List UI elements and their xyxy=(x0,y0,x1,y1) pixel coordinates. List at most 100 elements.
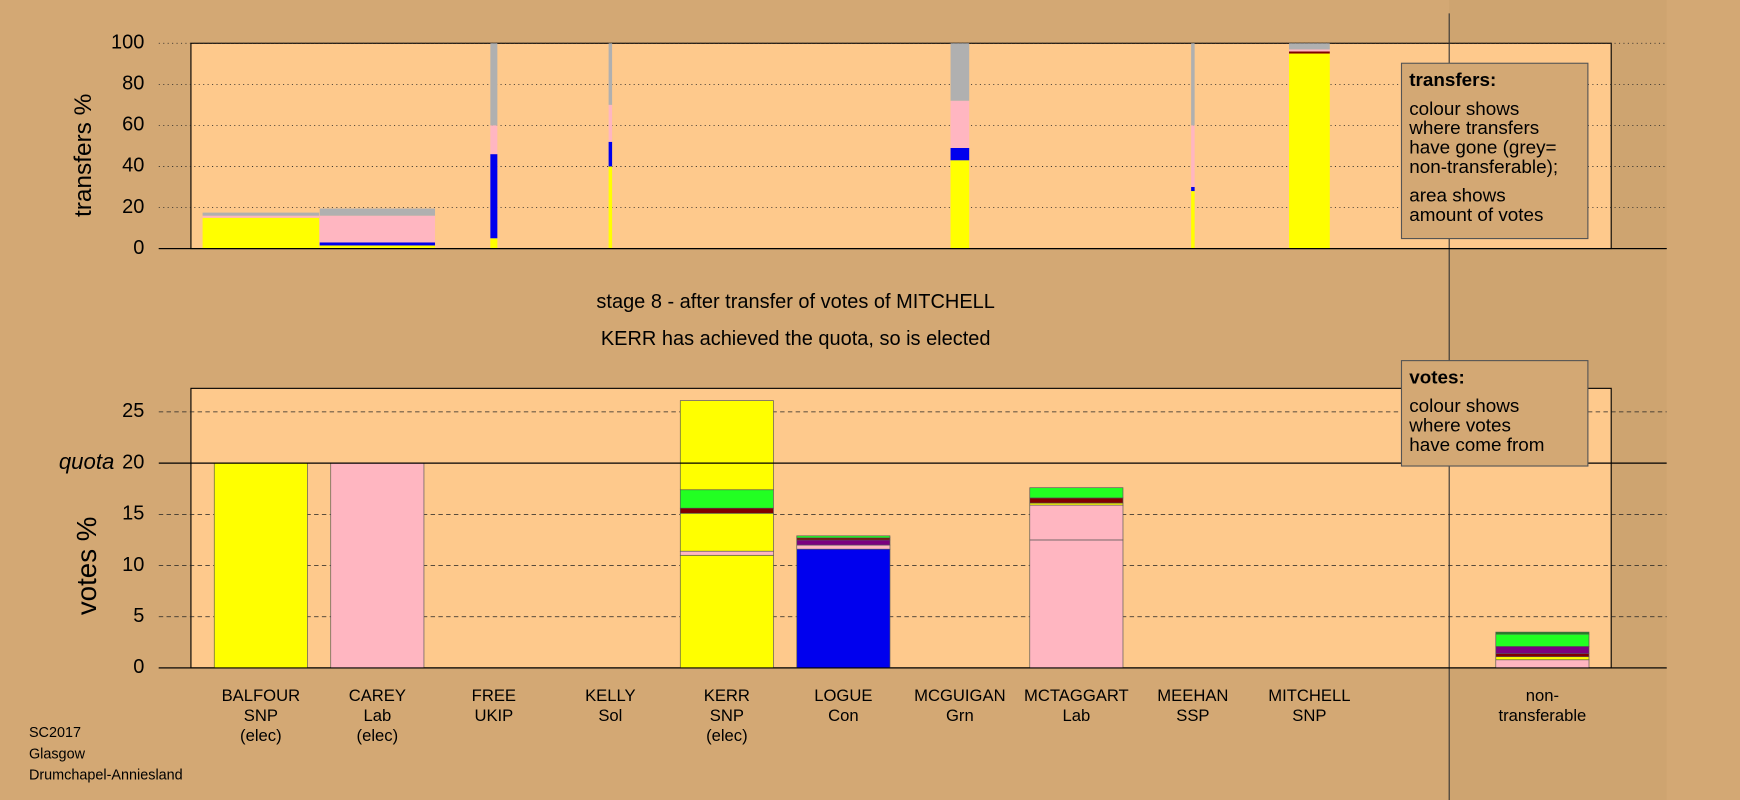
x-tick-label: UKIP xyxy=(474,706,513,725)
bar-segment xyxy=(1191,125,1195,187)
bar-segment xyxy=(213,462,308,669)
y-tick-label: 20 xyxy=(122,196,144,218)
bar-segment xyxy=(679,400,774,491)
bar-segment xyxy=(1495,646,1590,654)
bar-segment xyxy=(319,245,436,249)
x-tick-label: MITCHELL xyxy=(1268,686,1350,705)
bar-segment xyxy=(796,544,891,550)
note-text: colour shows xyxy=(1409,98,1519,119)
x-tick-label: (elec) xyxy=(240,726,282,745)
bar-segment xyxy=(1289,43,1330,50)
stage-subtitle: KERR has achieved the quota, so is elect… xyxy=(601,328,991,350)
x-tick-label: Lab xyxy=(363,706,391,725)
y-tick-label: 5 xyxy=(133,605,144,627)
bar-segment xyxy=(679,489,774,509)
note-text: where votes xyxy=(1408,415,1511,436)
bar-segment xyxy=(202,215,320,218)
footer-line: Drumchapel-Anniesland xyxy=(29,767,183,783)
x-tick-label: MCGUIGAN xyxy=(914,686,1005,705)
bar-segment xyxy=(1495,633,1590,647)
bar-segment xyxy=(1495,656,1590,661)
stage-title: stage 8 - after transfer of votes of MIT… xyxy=(596,291,994,313)
y-axis-label: transfers % xyxy=(70,94,97,217)
bar-segment xyxy=(330,462,425,669)
bar-segment xyxy=(1029,487,1124,499)
bar-segment xyxy=(1289,53,1330,249)
x-tick-label: MEEHAN xyxy=(1157,686,1228,705)
bar-segment xyxy=(1289,49,1330,52)
note-title: transfers: xyxy=(1409,69,1496,90)
bar-segment xyxy=(608,166,613,249)
bar-segment xyxy=(608,141,613,167)
bar-segment xyxy=(796,535,891,539)
note-text: where transfers xyxy=(1408,117,1539,138)
bar-segment xyxy=(202,217,320,249)
x-tick-label: BALFOUR xyxy=(222,686,301,705)
bar-segment xyxy=(796,548,891,669)
note-text: have come from xyxy=(1409,434,1544,455)
x-tick-label: Sol xyxy=(598,706,622,725)
bar-segment xyxy=(1495,659,1590,669)
bar-segment xyxy=(490,43,498,126)
bar-segment xyxy=(950,160,970,249)
bar-segment xyxy=(1495,653,1590,658)
bar-segment xyxy=(679,507,774,514)
quota-label: quota xyxy=(59,449,115,474)
x-tick-label: SNP xyxy=(1292,706,1326,725)
y-tick-label: 60 xyxy=(122,114,144,136)
bar-segment xyxy=(950,43,970,101)
y-tick-label: 25 xyxy=(122,400,144,422)
x-tick-label: transferable xyxy=(1499,706,1587,725)
note-box xyxy=(1400,360,1589,467)
y-tick-label: 0 xyxy=(133,656,144,678)
x-tick-label: (elec) xyxy=(357,726,399,745)
note-text: area shows xyxy=(1409,184,1505,205)
bottom-plot-area xyxy=(190,387,1612,669)
bar-segment xyxy=(1191,191,1195,249)
bar-segment xyxy=(490,154,498,239)
x-tick-label: (elec) xyxy=(706,726,748,745)
bar-segment xyxy=(950,147,970,161)
bar-segment xyxy=(1289,51,1330,54)
bar-segment xyxy=(490,238,498,249)
bar-segment xyxy=(608,43,613,105)
x-tick-label: Lab xyxy=(1063,706,1091,725)
x-tick-label: KELLY xyxy=(585,686,636,705)
x-tick-label: KERR xyxy=(704,686,750,705)
y-tick-label: 100 xyxy=(111,32,144,54)
bar-segment xyxy=(490,125,498,155)
x-tick-label: SNP xyxy=(710,706,744,725)
bar-segment xyxy=(319,208,436,216)
note-text: have gone (grey= xyxy=(1409,137,1556,158)
note-title: votes: xyxy=(1409,366,1465,387)
x-tick-label: Con xyxy=(828,706,859,725)
x-tick-label: CAREY xyxy=(349,686,406,705)
x-tick-label: non- xyxy=(1526,686,1559,705)
x-tick-label: SSP xyxy=(1176,706,1209,725)
note-text: colour shows xyxy=(1409,395,1519,416)
bar-segment xyxy=(679,512,774,552)
x-tick-label: MCTAGGART xyxy=(1024,686,1129,705)
bar-segment xyxy=(319,215,436,243)
bar-segment xyxy=(950,100,970,148)
y-tick-label: 0 xyxy=(133,237,144,259)
x-tick-label: Grn xyxy=(946,706,974,725)
note-text: amount of votes xyxy=(1409,204,1543,225)
bar-segment xyxy=(608,104,613,142)
bar-segment xyxy=(1191,186,1195,192)
bar-segment xyxy=(1029,497,1124,504)
x-tick-label: SNP xyxy=(244,706,278,725)
bar-segment xyxy=(1495,631,1590,635)
bar-segment xyxy=(202,212,320,216)
bar-segment xyxy=(679,550,774,556)
bar-segment xyxy=(796,539,891,546)
bar-segment xyxy=(679,554,774,669)
footer-line: Glasgow xyxy=(29,746,86,762)
y-tick-label: 80 xyxy=(122,73,144,95)
y-axis-label: votes % xyxy=(71,517,102,616)
bar-segment xyxy=(1191,43,1195,126)
note-text: non-transferable); xyxy=(1409,156,1558,177)
bar-segment xyxy=(1029,504,1124,541)
bar-segment xyxy=(319,242,436,246)
